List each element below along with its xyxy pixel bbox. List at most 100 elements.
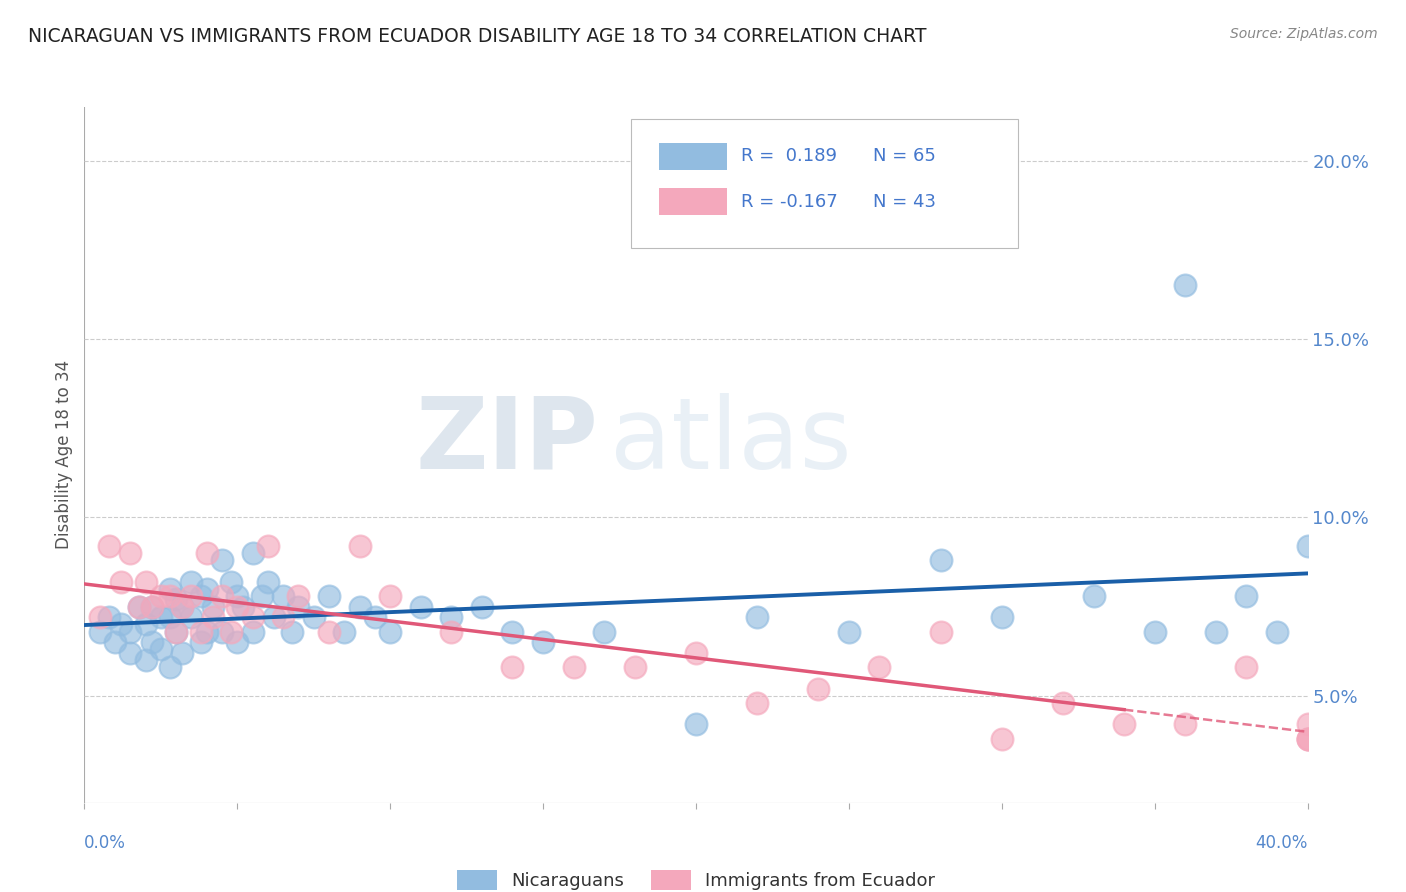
Point bbox=[257, 574, 280, 589]
Point bbox=[120, 546, 142, 560]
Point bbox=[250, 589, 273, 603]
Point bbox=[242, 624, 264, 639]
Point bbox=[201, 610, 224, 624]
Text: Source: ZipAtlas.com: Source: ZipAtlas.com bbox=[1230, 27, 1378, 41]
Point bbox=[211, 589, 233, 603]
Point bbox=[159, 589, 181, 603]
Text: NICARAGUAN VS IMMIGRANTS FROM ECUADOR DISABILITY AGE 18 TO 34 CORRELATION CHART: NICARAGUAN VS IMMIGRANTS FROM ECUADOR DI… bbox=[28, 27, 927, 45]
Point bbox=[89, 610, 111, 624]
Point bbox=[1143, 624, 1166, 639]
Point bbox=[104, 635, 127, 649]
Point bbox=[1236, 589, 1258, 603]
Point bbox=[190, 635, 212, 649]
Point bbox=[471, 599, 494, 614]
Point bbox=[89, 624, 111, 639]
Point bbox=[318, 624, 340, 639]
Point bbox=[333, 624, 356, 639]
Point bbox=[211, 624, 233, 639]
Point bbox=[929, 553, 952, 567]
Text: N = 65: N = 65 bbox=[873, 147, 936, 165]
Point bbox=[195, 582, 218, 596]
Point bbox=[226, 635, 249, 649]
Point bbox=[685, 646, 707, 660]
Point bbox=[97, 539, 120, 553]
Point bbox=[747, 696, 769, 710]
Point bbox=[226, 589, 249, 603]
Point bbox=[159, 660, 181, 674]
Point bbox=[1296, 731, 1319, 746]
Point bbox=[110, 617, 132, 632]
Point bbox=[149, 642, 172, 657]
Point bbox=[1174, 278, 1197, 293]
Point bbox=[1174, 717, 1197, 731]
Point bbox=[440, 624, 463, 639]
Text: 0.0%: 0.0% bbox=[84, 834, 127, 852]
Point bbox=[349, 599, 371, 614]
Point bbox=[1236, 660, 1258, 674]
Text: ZIP: ZIP bbox=[415, 392, 598, 490]
Point bbox=[180, 574, 202, 589]
Point bbox=[141, 635, 163, 649]
Point bbox=[135, 574, 157, 589]
Point bbox=[149, 610, 172, 624]
Point bbox=[1296, 731, 1319, 746]
Point bbox=[219, 574, 242, 589]
Point bbox=[110, 574, 132, 589]
Point bbox=[624, 660, 647, 674]
Point bbox=[180, 610, 202, 624]
Point bbox=[287, 589, 309, 603]
Point bbox=[1296, 717, 1319, 731]
Bar bbox=[659, 188, 727, 215]
Point bbox=[257, 539, 280, 553]
Point bbox=[165, 624, 187, 639]
Point bbox=[364, 610, 387, 624]
Point bbox=[128, 599, 150, 614]
Point bbox=[380, 589, 402, 603]
Point bbox=[349, 539, 371, 553]
Point bbox=[287, 599, 309, 614]
Point bbox=[1052, 696, 1074, 710]
Point bbox=[195, 624, 218, 639]
Point bbox=[380, 624, 402, 639]
Point bbox=[242, 546, 264, 560]
Point bbox=[502, 660, 524, 674]
Point bbox=[271, 610, 294, 624]
Legend: Nicaraguans, Immigrants from Ecuador: Nicaraguans, Immigrants from Ecuador bbox=[447, 861, 945, 892]
Point bbox=[440, 610, 463, 624]
Point bbox=[149, 589, 172, 603]
Point bbox=[593, 624, 616, 639]
Point bbox=[219, 624, 242, 639]
Point bbox=[190, 589, 212, 603]
Point bbox=[141, 599, 163, 614]
Point bbox=[1205, 624, 1227, 639]
Point bbox=[226, 599, 249, 614]
Point bbox=[211, 553, 233, 567]
Bar bbox=[659, 144, 727, 169]
Point bbox=[172, 599, 194, 614]
Point bbox=[562, 660, 585, 674]
Point bbox=[172, 599, 194, 614]
Point bbox=[838, 624, 860, 639]
Point bbox=[195, 546, 218, 560]
Point bbox=[201, 599, 224, 614]
Point bbox=[271, 589, 294, 603]
Point bbox=[165, 592, 187, 607]
Text: 40.0%: 40.0% bbox=[1256, 834, 1308, 852]
Point bbox=[1114, 717, 1136, 731]
Point bbox=[141, 599, 163, 614]
Point bbox=[318, 589, 340, 603]
Point bbox=[135, 653, 157, 667]
Point bbox=[991, 731, 1014, 746]
Point bbox=[190, 624, 212, 639]
Point bbox=[807, 681, 830, 696]
Point bbox=[302, 610, 325, 624]
FancyBboxPatch shape bbox=[631, 119, 1018, 248]
Point bbox=[929, 624, 952, 639]
Point bbox=[531, 635, 554, 649]
Point bbox=[135, 617, 157, 632]
Point bbox=[1296, 731, 1319, 746]
Point bbox=[869, 660, 891, 674]
Text: atlas: atlas bbox=[610, 392, 852, 490]
Point bbox=[991, 610, 1014, 624]
Point bbox=[263, 610, 285, 624]
